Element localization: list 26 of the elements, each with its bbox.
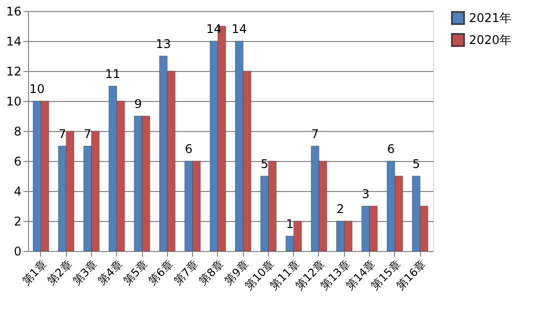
- data-label: 13: [156, 37, 172, 51]
- y-tick-label: 16: [6, 4, 22, 18]
- legend-label: 2020年: [469, 33, 512, 47]
- data-label: 7: [58, 127, 66, 141]
- data-label: 3: [362, 187, 370, 201]
- data-label: 14: [232, 22, 247, 36]
- data-label: 7: [84, 127, 92, 141]
- data-label: 7: [311, 127, 319, 141]
- y-tick-label: 12: [6, 64, 22, 78]
- legend-label: 2021年: [469, 11, 512, 25]
- data-label: 10: [29, 82, 45, 96]
- y-tick-label: 14: [6, 34, 22, 48]
- data-label: 11: [105, 67, 120, 81]
- y-tick-label: 10: [6, 94, 22, 108]
- y-tick-label: 8: [14, 124, 22, 138]
- data-label: 6: [184, 142, 192, 156]
- data-label: 5: [412, 157, 420, 171]
- data-label: 9: [134, 97, 142, 111]
- y-tick-label: 2: [14, 214, 22, 228]
- y-tick-label: 4: [14, 184, 22, 198]
- data-label: 2: [336, 202, 344, 216]
- y-tick-label: 6: [14, 154, 22, 168]
- data-label: 6: [387, 142, 395, 156]
- data-label: 5: [260, 157, 268, 171]
- data-label: 1: [286, 217, 294, 231]
- y-tick-label: 0: [14, 244, 22, 258]
